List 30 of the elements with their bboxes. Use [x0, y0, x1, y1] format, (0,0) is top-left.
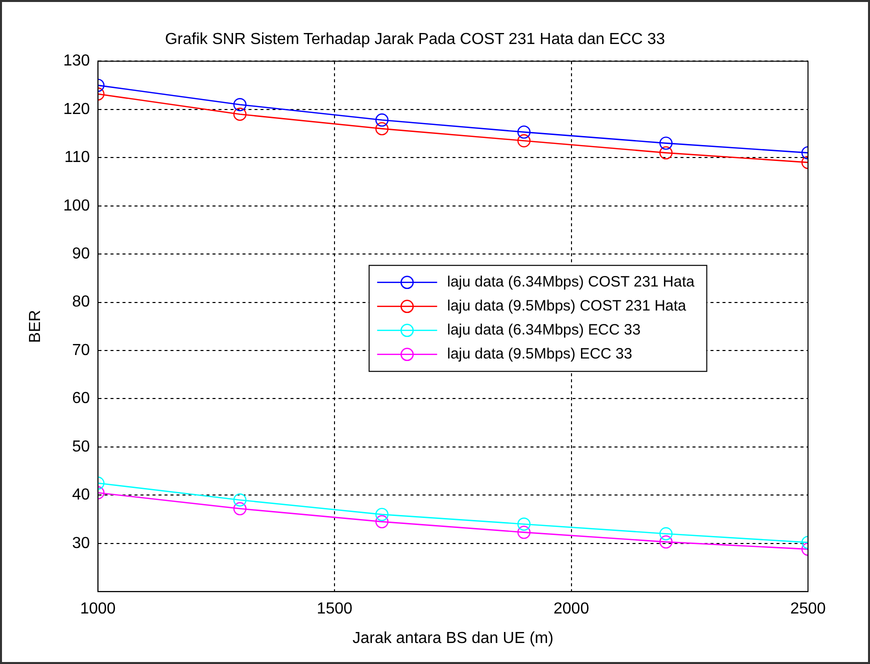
x-tick-label: 1000 — [80, 600, 116, 618]
point — [375, 508, 389, 522]
y-tick-label: 120 — [63, 100, 90, 118]
legend-label: laju data (9.5Mbps) COST 231 Hata — [447, 298, 687, 315]
y-tick-label: 50 — [72, 438, 90, 456]
x-tick-label: 1500 — [316, 600, 352, 618]
point — [517, 526, 531, 539]
y-tick-label: 40 — [72, 486, 90, 504]
point — [375, 122, 389, 136]
y-tick-label: 70 — [72, 342, 90, 359]
y-tick-label: 30 — [72, 534, 90, 552]
x-axis-title: Jarak antara BS dan UE (m) — [352, 630, 554, 647]
y-axis-title: BER — [27, 310, 44, 343]
y-tick-label: 110 — [64, 149, 90, 166]
y-tick-label: 130 — [63, 52, 90, 70]
y-tick-label: 100 — [63, 197, 90, 214]
point — [517, 517, 531, 531]
point — [375, 113, 389, 127]
legend-label: laju data (9.5Mbps) ECC 33 — [447, 346, 632, 363]
x-tick-label: 2500 — [790, 600, 826, 618]
legend-label: laju data (6.34Mbps) COST 231 Hata — [447, 274, 696, 291]
point — [517, 125, 531, 139]
y-tick-label: 90 — [72, 245, 90, 262]
y-tick-label: 80 — [72, 294, 90, 311]
x-tick-label: 2000 — [554, 600, 590, 618]
chart-title: Grafik SNR Sistem Terhadap Jarak Pada COST 231 Hata dan ECC 33 — [164, 31, 666, 48]
point — [517, 134, 531, 148]
point — [375, 515, 389, 528]
y-tick-label: 60 — [72, 390, 90, 408]
legend-label: laju data (6.34Mbps) ECC 33 — [447, 322, 641, 339]
